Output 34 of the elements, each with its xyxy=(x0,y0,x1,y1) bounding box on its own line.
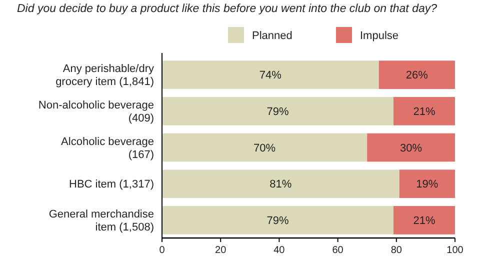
data-label: 70% xyxy=(254,142,276,154)
x-tick-label: 40 xyxy=(274,245,286,256)
y-tick-label: Non-alcoholic beverage (409) xyxy=(38,100,154,125)
y-tick-label: HBC item (1,317) xyxy=(69,178,154,191)
bar xyxy=(367,133,455,162)
y-tick-label: General merchandise item (1,508) xyxy=(48,208,154,234)
data-label: 26% xyxy=(406,70,428,82)
bar xyxy=(162,170,400,198)
x-tick-label: 20 xyxy=(215,245,227,256)
data-label: 74% xyxy=(259,70,282,82)
x-tick-label: 0 xyxy=(159,245,166,256)
data-label: 19% xyxy=(416,178,438,191)
y-tick-label: Any perishable/dry grocery item (1,841) xyxy=(56,63,154,88)
y-tick-label: Alcoholic beverage (167) xyxy=(61,136,154,161)
data-label: 21% xyxy=(413,106,436,118)
bar xyxy=(162,60,379,89)
data-label: 81% xyxy=(270,178,292,191)
x-tick-label: 60 xyxy=(332,245,344,256)
bar xyxy=(393,206,455,234)
bar xyxy=(162,133,368,162)
x-tick-label: 80 xyxy=(390,245,402,256)
legend-label: Planned xyxy=(252,30,292,42)
data-label: 79% xyxy=(266,106,289,118)
bar xyxy=(393,96,455,126)
chart-title: Did you decide to buy a product like this before you went into the club on that day? xyxy=(17,3,438,15)
bar xyxy=(162,96,394,126)
legend-label: Impulse xyxy=(360,30,399,42)
bar xyxy=(378,60,455,89)
bar xyxy=(162,206,394,234)
bar xyxy=(399,170,455,198)
data-label: 79% xyxy=(266,215,289,228)
data-label: 21% xyxy=(413,215,436,228)
data-label: 30% xyxy=(400,142,422,154)
x-tick-label: 100 xyxy=(446,245,464,256)
